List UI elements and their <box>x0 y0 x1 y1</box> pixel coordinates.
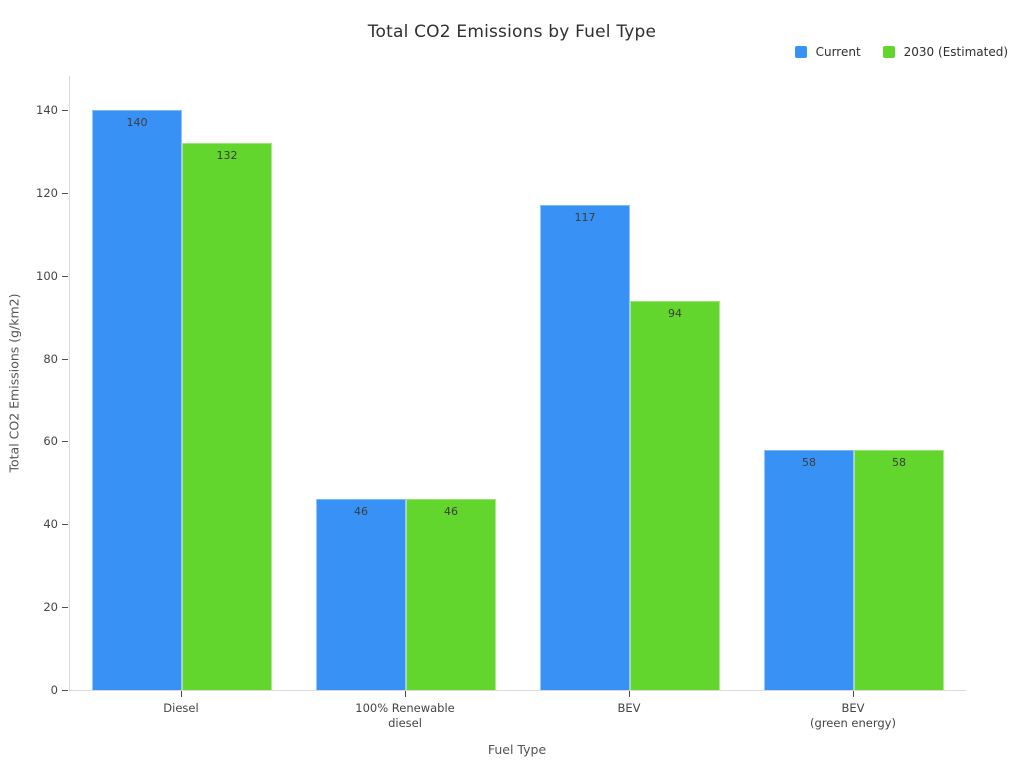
bar-2030-estimated-bev-green-energy: 58 <box>854 449 944 690</box>
y-axis-title: Total CO2 Emissions (g/km2) <box>6 293 22 473</box>
y-tick-label-0: 0 <box>50 683 58 697</box>
plot-area: 140 46 117 58 132 46 94 58 <box>69 76 966 691</box>
legend-label-current: Current <box>815 45 861 59</box>
x-axis-title: Fuel Type <box>487 742 547 757</box>
bar-value-label: 140 <box>126 116 148 130</box>
x-tick-label-bev-green-energy: BEV (green energy) <box>810 701 896 730</box>
bar-2030-estimated-diesel: 132 <box>182 143 272 690</box>
y-tick-mark-20 <box>62 607 68 609</box>
bar-value-label: 58 <box>892 455 906 469</box>
bar-2030-estimated-100-renewable-diesel: 46 <box>406 499 496 690</box>
y-tick-mark-40 <box>62 524 68 526</box>
bar-value-label: 117 <box>574 211 596 225</box>
y-tick-mark-80 <box>62 358 68 360</box>
x-tick-mark-bev-green-energy <box>853 691 854 697</box>
x-tick-label-bev: BEV <box>617 701 641 715</box>
legend-label-2030-estimated: 2030 (Estimated) <box>903 45 1008 59</box>
bar-current-diesel: 140 <box>92 110 182 690</box>
bar-current-bev: 117 <box>540 205 630 690</box>
bar-2030-estimated-bev: 94 <box>630 300 720 690</box>
x-tick-mark-100-renewable-diesel <box>405 691 406 697</box>
bar-value-label: 58 <box>802 455 816 469</box>
x-tick-label-diesel: Diesel <box>163 701 199 715</box>
y-tick-mark-100 <box>62 275 68 277</box>
bar-value-label: 94 <box>668 306 682 320</box>
y-tick-mark-120 <box>62 192 68 194</box>
y-tick-mark-0 <box>62 690 68 691</box>
y-tick-mark-60 <box>62 441 68 443</box>
bar-current-100-renewable-diesel: 46 <box>316 499 406 690</box>
y-tick-label-140: 140 <box>36 103 58 118</box>
x-tick-mark-bev <box>629 691 630 697</box>
legend: Current 2030 (Estimated) <box>794 45 1008 59</box>
legend-item-2030-estimated[interactable]: 2030 (Estimated) <box>882 45 1008 59</box>
bar-value-label: 46 <box>354 505 368 519</box>
y-tick-label-80: 80 <box>43 351 58 366</box>
y-tick-label-100: 100 <box>36 268 58 283</box>
legend-item-current[interactable]: Current <box>794 45 861 59</box>
bar-value-label: 46 <box>444 505 458 519</box>
legend-swatch-2030-estimated-icon <box>882 46 895 58</box>
x-tick-mark-diesel <box>181 691 182 697</box>
y-tick-mark-140 <box>62 110 68 112</box>
bar-current-bev-green-energy: 58 <box>764 449 854 690</box>
y-tick-label-40: 40 <box>43 517 58 532</box>
legend-swatch-current-icon <box>794 46 807 58</box>
chart-title: Total CO2 Emissions by Fuel Type <box>367 22 657 42</box>
x-tick-label-100-renewable-diesel: 100% Renewable diesel <box>355 701 455 730</box>
y-tick-label-20: 20 <box>43 600 58 615</box>
y-tick-label-60: 60 <box>43 434 58 449</box>
bar-value-label: 132 <box>216 149 238 163</box>
y-tick-label-120: 120 <box>36 185 58 200</box>
